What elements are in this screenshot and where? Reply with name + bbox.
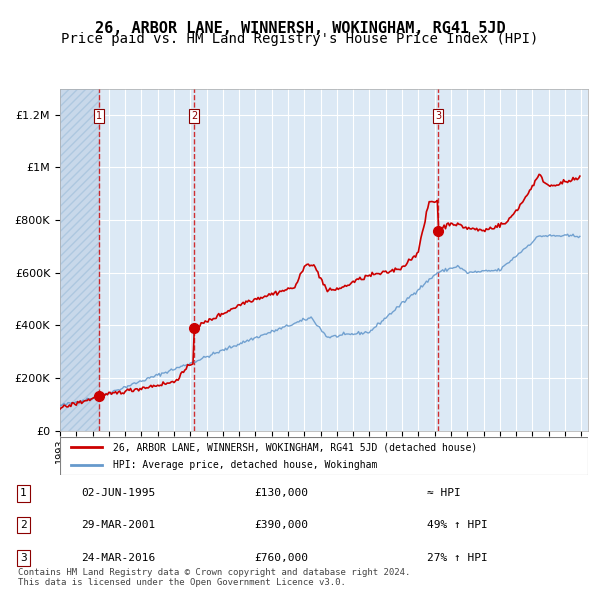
Text: 1: 1 [96,111,103,121]
Text: 27% ↑ HPI: 27% ↑ HPI [427,553,487,563]
Text: £130,000: £130,000 [254,489,308,498]
Text: £390,000: £390,000 [254,520,308,530]
Text: Contains HM Land Registry data © Crown copyright and database right 2024.
This d: Contains HM Land Registry data © Crown c… [18,568,410,587]
FancyBboxPatch shape [60,437,588,475]
Bar [60,88,100,431]
Text: 3: 3 [20,553,27,563]
Text: 29-MAR-2001: 29-MAR-2001 [81,520,155,530]
Text: £760,000: £760,000 [254,553,308,563]
Text: ≈ HPI: ≈ HPI [427,489,460,498]
Text: 2: 2 [20,520,27,530]
Text: 24-MAR-2016: 24-MAR-2016 [81,553,155,563]
Text: 49% ↑ HPI: 49% ↑ HPI [427,520,487,530]
Text: 02-JUN-1995: 02-JUN-1995 [81,489,155,498]
Text: 1: 1 [20,489,27,498]
Text: 26, ARBOR LANE, WINNERSH, WOKINGHAM, RG41 5JD: 26, ARBOR LANE, WINNERSH, WOKINGHAM, RG4… [95,21,505,35]
Text: HPI: Average price, detached house, Wokingham: HPI: Average price, detached house, Woki… [113,460,377,470]
Text: 2: 2 [191,111,197,121]
Text: Price paid vs. HM Land Registry's House Price Index (HPI): Price paid vs. HM Land Registry's House … [61,32,539,47]
Text: 3: 3 [435,111,442,121]
Text: 26, ARBOR LANE, WINNERSH, WOKINGHAM, RG41 5JD (detached house): 26, ARBOR LANE, WINNERSH, WOKINGHAM, RG4… [113,442,477,453]
